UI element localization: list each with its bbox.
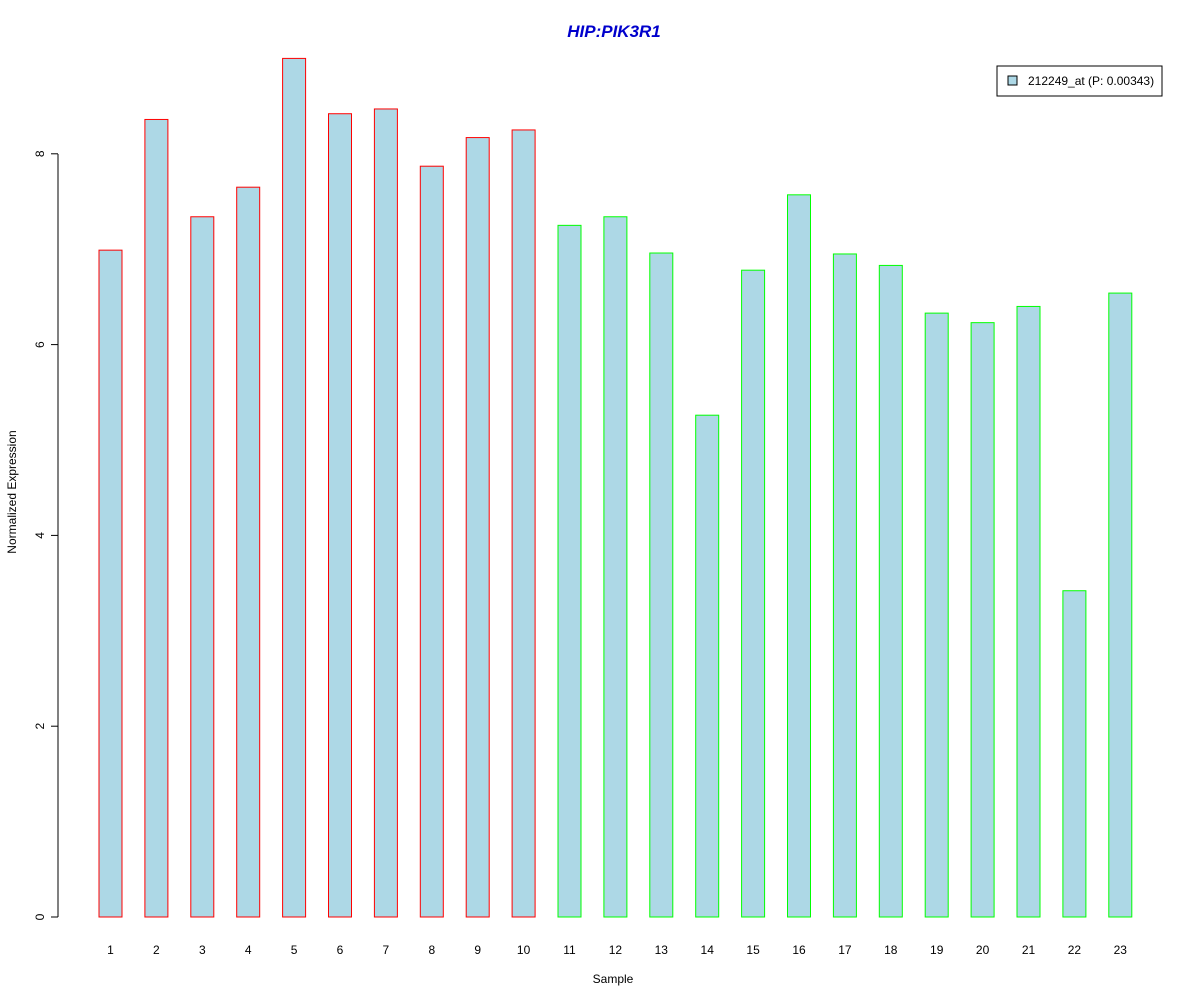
bar-sample-18 bbox=[878, 264, 903, 918]
x-tick-label: 3 bbox=[199, 943, 206, 957]
x-tick-label: 12 bbox=[609, 943, 623, 957]
x-tick-label: 23 bbox=[1114, 943, 1128, 957]
x-tick-label: 14 bbox=[701, 943, 715, 957]
bar-sample-15 bbox=[741, 269, 766, 918]
bar-sample-21 bbox=[1016, 305, 1041, 918]
x-tick-label: 19 bbox=[930, 943, 944, 957]
bar-sample-2 bbox=[144, 118, 169, 918]
y-tick-label: 2 bbox=[33, 723, 47, 730]
y-axis: 0 2 4 6 8 bbox=[33, 150, 59, 920]
bar-sample-7 bbox=[373, 108, 398, 918]
x-tick-label: 9 bbox=[474, 943, 481, 957]
bar-sample-19 bbox=[924, 312, 949, 918]
bar-sample-10 bbox=[511, 129, 536, 918]
x-tick-label: 2 bbox=[153, 943, 160, 957]
bar-sample-11 bbox=[557, 224, 582, 918]
x-tick-label: 13 bbox=[655, 943, 669, 957]
bar-sample-23 bbox=[1108, 292, 1133, 918]
bar-sample-22 bbox=[1062, 590, 1087, 918]
x-axis-label: Sample bbox=[593, 972, 634, 986]
x-tick-labels: 1 2 3 4 5 6 7 8 9 10 11 12 13 14 15 16 17 18 19 20 21 22 23 bbox=[107, 943, 1127, 957]
legend: 212249_at (P: 0.00343) bbox=[996, 65, 1163, 97]
x-tick-label: 18 bbox=[884, 943, 898, 957]
y-axis-label: Normalized Expression bbox=[5, 430, 19, 553]
x-tick-label: 4 bbox=[245, 943, 252, 957]
bar-sample-8 bbox=[419, 165, 444, 918]
legend-swatch bbox=[1007, 75, 1018, 86]
bar-sample-12 bbox=[603, 216, 628, 918]
x-tick-label: 16 bbox=[792, 943, 806, 957]
x-tick-label: 1 bbox=[107, 943, 114, 957]
bar-sample-13 bbox=[649, 252, 674, 918]
bar-sample-1 bbox=[98, 249, 123, 918]
x-tick-label: 10 bbox=[517, 943, 531, 957]
y-tick-label: 6 bbox=[33, 341, 47, 348]
bar-sample-20 bbox=[970, 322, 995, 918]
bar-sample-14 bbox=[695, 414, 720, 918]
x-tick-label: 21 bbox=[1022, 943, 1036, 957]
y-tick-label: 0 bbox=[33, 913, 47, 920]
chart-title: HIP:PIK3R1 bbox=[567, 22, 661, 41]
bar-sample-16 bbox=[787, 194, 811, 918]
bar-sample-6 bbox=[328, 113, 352, 918]
y-tick-label: 8 bbox=[33, 150, 47, 157]
x-tick-label: 15 bbox=[746, 943, 760, 957]
legend-box bbox=[996, 65, 1163, 97]
x-tick-label: 8 bbox=[428, 943, 435, 957]
bar-sample-3 bbox=[190, 216, 215, 918]
x-tick-label: 7 bbox=[383, 943, 390, 957]
y-tick-label: 4 bbox=[33, 532, 47, 539]
x-tick-label: 22 bbox=[1068, 943, 1082, 957]
bars-group bbox=[98, 57, 1133, 918]
x-tick-label: 20 bbox=[976, 943, 990, 957]
bar-sample-9 bbox=[465, 137, 490, 918]
x-tick-label: 17 bbox=[838, 943, 852, 957]
x-tick-label: 11 bbox=[563, 943, 576, 957]
bar-sample-17 bbox=[832, 253, 857, 918]
x-tick-label: 5 bbox=[291, 943, 298, 957]
legend-label: 212249_at (P: 0.00343) bbox=[1028, 74, 1154, 88]
bar-sample-4 bbox=[236, 186, 261, 918]
bar-sample-5 bbox=[282, 57, 307, 918]
x-tick-label: 6 bbox=[337, 943, 344, 957]
